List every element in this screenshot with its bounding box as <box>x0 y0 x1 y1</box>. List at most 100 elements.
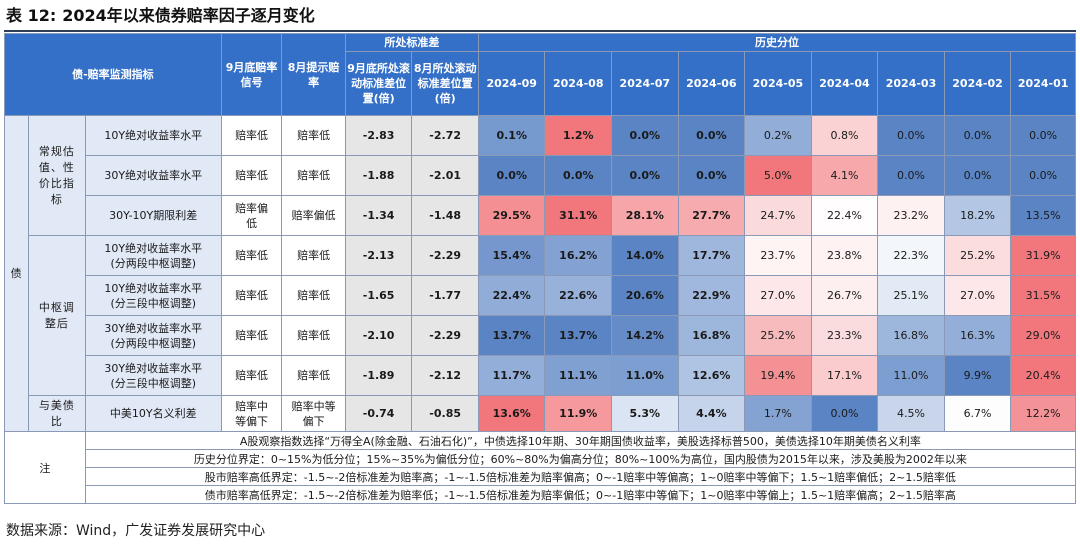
percentile-cell: 0.0% <box>611 115 679 156</box>
percentile-cell: 0.0% <box>677 115 746 156</box>
header-signal: 9月底赔率信号 <box>220 33 283 116</box>
sep-position-cell: -1.34 <box>344 195 413 236</box>
note-row: 债市赔率高低界定：-1.5~-2倍标准差为赔率低；-1~-1.5倍标准差为赔率偏… <box>5 485 1077 504</box>
percentile-cell: 14.2% <box>611 315 679 356</box>
percentile-cell: 31.1% <box>544 195 613 236</box>
percentile-cell: 11.7% <box>477 355 546 396</box>
note-line: 历史分位界定：0~15%为低分位；15%~35%为偏低分位；60%~80%为偏高… <box>84 449 1077 468</box>
aug-position-cell: -1.77 <box>411 275 479 316</box>
indicator-label: 10Y绝对收益率水平(分两段中枢调整) <box>84 235 222 276</box>
percentile-cell: 0.0% <box>877 155 945 196</box>
percentile-cell: 16.8% <box>877 315 945 356</box>
hint-cell: 赔率低 <box>281 355 346 396</box>
header-month: 2024-08 <box>544 51 613 116</box>
percentile-cell: 6.7% <box>943 395 1012 432</box>
percentile-cell: 1.7% <box>744 395 812 432</box>
header-sep-pos: 9月底所处滚动标准差位置(倍) <box>344 51 413 116</box>
signal-cell: 赔率偏低 <box>220 195 283 236</box>
percentile-cell: 20.4% <box>1010 355 1076 396</box>
percentile-cell: 25.2% <box>943 235 1012 276</box>
percentile-cell: 0.0% <box>611 155 679 196</box>
percentile-cell: 11.9% <box>544 395 613 432</box>
percentile-cell: 16.8% <box>677 315 746 356</box>
percentile-cell: 13.7% <box>477 315 546 356</box>
data-source: 数据来源：Wind，广发证券发展研究中心 <box>6 523 266 539</box>
percentile-cell: 0.0% <box>677 155 746 196</box>
percentile-cell: 27.7% <box>677 195 746 236</box>
table-row: 中枢调整后 10Y绝对收益率水平(分两段中枢调整) 赔率低 赔率低 -2.13 -2.29… <box>5 235 1076 396</box>
percentile-cell: 16.2% <box>544 235 613 276</box>
note-line: 债市赔率高低界定：-1.5~-2倍标准差为赔率低；-1~-1.5倍标准差为赔率偏… <box>84 485 1077 504</box>
table-row: 与美债比 中美10Y名义利差 赔率中等偏下 赔率中等偏下 -0.74 -0.85 13.6%… <box>5 395 1076 432</box>
table-row: 30Y绝对收益率水平 赔率低 赔率低 -1.88 -2.01 0.0% 0.0% 0.0% 0.… <box>5 155 1076 196</box>
percentile-cell: 12.2% <box>1010 395 1076 432</box>
percentile-cell: 22.4% <box>477 275 546 316</box>
sep-position-cell: -1.65 <box>344 275 413 316</box>
aug-position-cell: -2.72 <box>411 115 479 156</box>
aug-position-cell: -2.12 <box>411 355 479 396</box>
hint-cell: 赔率低 <box>281 155 346 196</box>
notes-label: 注 <box>4 431 86 504</box>
indicator-label: 30Y绝对收益率水平(分三段中枢调整) <box>84 355 222 396</box>
percentile-cell: 23.3% <box>810 315 879 356</box>
hint-cell: 赔率低 <box>281 115 346 156</box>
note-line: A股观察指数选择“万得全A(除金融、石油石化)”，中债选择10年期、30年期国债… <box>84 431 1077 450</box>
percentile-cell: 0.0% <box>810 395 879 432</box>
percentile-cell: 17.7% <box>677 235 746 276</box>
percentile-cell: 13.5% <box>1010 195 1076 236</box>
percentile-cell: 15.4% <box>477 235 546 276</box>
percentile-cell: 25.2% <box>744 315 812 356</box>
percentile-cell: 18.2% <box>943 195 1012 236</box>
indicator-label: 10Y绝对收益率水平(分三段中枢调整) <box>84 275 222 316</box>
percentile-cell: 26.7% <box>810 275 879 316</box>
percentile-cell: 25.1% <box>877 275 945 316</box>
percentile-cell: 0.2% <box>744 115 812 156</box>
table-title: 表 12: 2024年以来债券赔率因子逐月变化 <box>6 4 315 28</box>
sep-position-cell: -2.10 <box>344 315 413 356</box>
header-month: 2024-01 <box>1010 51 1076 116</box>
table-row: 10Y绝对收益率水平(分三段中枢调整) 赔率低 赔率低 -1.65 -1.77 22.4%… <box>5 275 1076 316</box>
header-month: 2024-02 <box>943 51 1012 116</box>
signal-cell: 赔率低 <box>220 355 283 396</box>
percentile-cell: 23.8% <box>810 235 879 276</box>
percentile-cell: 22.4% <box>810 195 879 236</box>
aug-position-cell: -2.01 <box>411 155 479 196</box>
percentile-cell: 17.1% <box>810 355 879 396</box>
table-body: 债-赔率监测指标 9月底赔率信号 8月提示赔率 所处标准差 历史分位 9月底所处… <box>3 33 1077 504</box>
percentile-cell: 0.0% <box>943 155 1012 196</box>
header-month: 2024-07 <box>611 51 679 116</box>
percentile-cell: 31.5% <box>1010 275 1076 316</box>
aug-position-cell: -0.85 <box>411 395 479 432</box>
header-row-1: 债-赔率监测指标 9月底赔率信号 8月提示赔率 所处标准差 历史分位 <box>4 33 1077 116</box>
hint-cell: 赔率低 <box>281 275 346 316</box>
header-hint: 8月提示赔率 <box>281 33 346 116</box>
percentile-cell: 27.0% <box>943 275 1012 316</box>
percentile-cell: 28.1% <box>611 195 679 236</box>
sep-position-cell: -1.88 <box>344 155 413 196</box>
percentile-cell: 0.0% <box>477 155 546 196</box>
signal-cell: 赔率低 <box>220 275 283 316</box>
percentile-cell: 9.9% <box>943 355 1012 396</box>
aug-position-cell: -1.48 <box>411 195 479 236</box>
percentile-cell: 23.7% <box>744 235 812 276</box>
table-row: 30Y绝对收益率水平(分两段中枢调整) 赔率低 赔率低 -2.10 -2.29 13.7%… <box>5 315 1076 356</box>
percentile-cell: 4.5% <box>877 395 945 432</box>
header-aug-pos: 8月所处滚动标准差位置(倍) <box>411 51 479 116</box>
note-row: 股市赔率高低界定：-1.5~-2倍标准差为赔率高；-1~-1.5倍标准差为赔率偏… <box>5 467 1077 486</box>
group-label: 与美债比 <box>28 395 86 432</box>
header-month: 2024-04 <box>810 51 879 116</box>
indicator-label: 30Y绝对收益率水平 <box>84 155 222 196</box>
aug-position-cell: -2.29 <box>411 315 479 356</box>
percentile-cell: 11.0% <box>877 355 945 396</box>
percentile-cell: 31.9% <box>1010 235 1076 276</box>
percentile-cell: 16.3% <box>943 315 1012 356</box>
percentile-cell: 12.6% <box>677 355 746 396</box>
odds-table: 债-赔率监测指标 9月底赔率信号 8月提示赔率 所处标准差 历史分位 9月底所处… <box>3 33 1077 504</box>
percentile-cell: 4.1% <box>810 155 879 196</box>
percentile-cell: 19.4% <box>744 355 812 396</box>
title-text: 2024年以来债券赔率因子逐月变化 <box>62 6 315 25</box>
header-indicator: 债-赔率监测指标 <box>4 33 222 116</box>
signal-cell: 赔率低 <box>220 155 283 196</box>
header-month: 2024-09 <box>477 51 546 116</box>
indicator-label: 中美10Y名义利差 <box>84 395 222 432</box>
